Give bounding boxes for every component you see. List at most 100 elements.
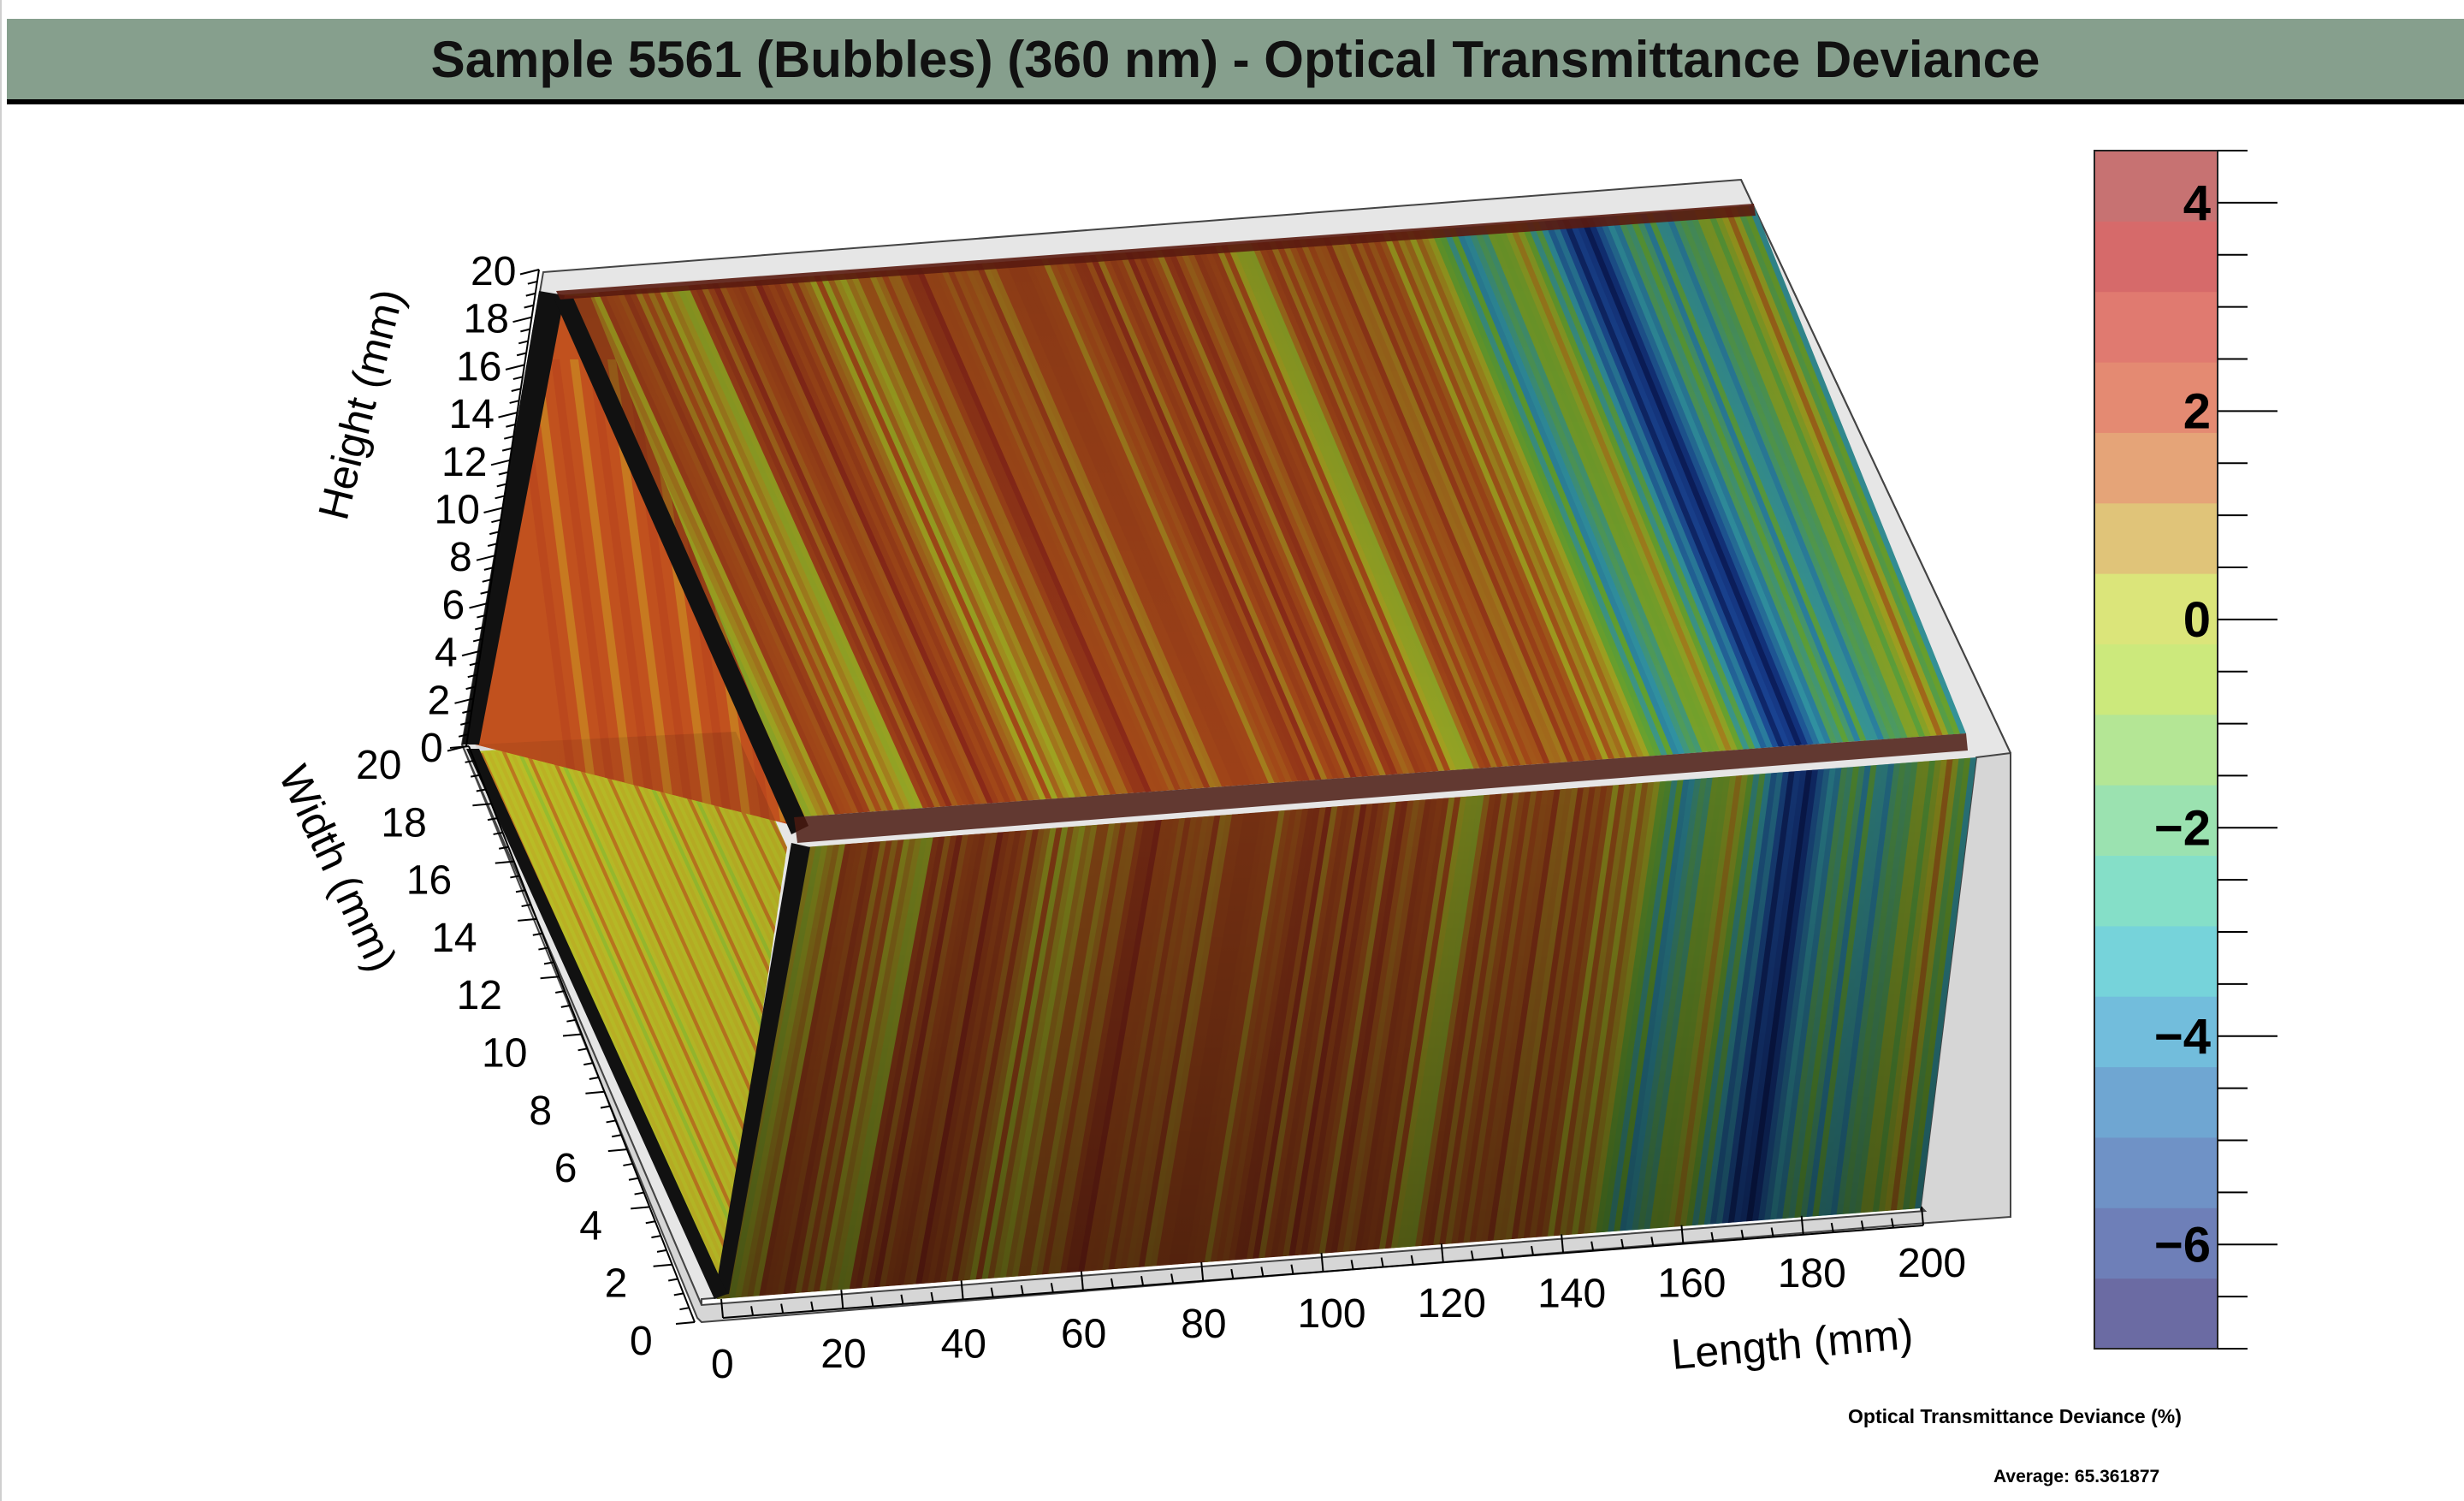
height-axis-tick bbox=[472, 638, 483, 643]
width-axis-tick bbox=[471, 774, 481, 778]
width-axis-tick bbox=[585, 1090, 605, 1095]
width-axis-tick bbox=[675, 1321, 696, 1325]
height-axis-tick bbox=[491, 519, 501, 524]
width-axis-tick bbox=[521, 904, 531, 908]
length-axis-tick bbox=[1470, 1250, 1474, 1261]
height-axis-label: Height (mm) bbox=[309, 284, 412, 524]
height-axis-tick bbox=[454, 697, 474, 704]
frame-edge bbox=[1740, 179, 2011, 754]
title-bar: Sample 5561 (Bubbles) (360 nm) - Optical… bbox=[7, 19, 2464, 104]
width-tick-label: 0 bbox=[630, 1319, 653, 1364]
width-axis-tick bbox=[645, 1220, 655, 1225]
length-axis-tick bbox=[1200, 1261, 1205, 1281]
length-tick-label: 80 bbox=[1181, 1302, 1226, 1347]
width-axis-tick bbox=[651, 1235, 661, 1239]
width-axis-tick bbox=[583, 1062, 594, 1066]
height-axis-tick bbox=[475, 626, 485, 631]
width-tick-label: 8 bbox=[529, 1089, 552, 1134]
height-axis-tick bbox=[504, 435, 514, 440]
length-axis-tick bbox=[1140, 1276, 1145, 1286]
chart-title: Sample 5561 (Bubbles) (360 nm) - Optical… bbox=[430, 30, 2040, 88]
height-axis-tick bbox=[477, 614, 487, 619]
height-axis-tick bbox=[461, 650, 482, 657]
length-axis-tick bbox=[1561, 1234, 1565, 1254]
height-tick-label: 8 bbox=[449, 535, 472, 580]
height-tick-label: 18 bbox=[464, 297, 509, 342]
length-tick-label: 120 bbox=[1418, 1281, 1486, 1326]
height-axis-tick bbox=[480, 590, 490, 595]
edge-back-left bbox=[462, 291, 565, 745]
height-tick-label: 12 bbox=[441, 440, 487, 485]
width-axis-tick bbox=[555, 990, 566, 994]
colorbar-band bbox=[2094, 996, 2218, 1068]
length-axis-tick bbox=[720, 1298, 724, 1319]
length-axis-tick bbox=[750, 1306, 755, 1316]
height-axis-tick bbox=[512, 376, 524, 381]
length-axis-tick bbox=[1770, 1227, 1774, 1237]
colorbar-tick-label: −4 bbox=[2154, 1009, 2211, 1065]
length-axis-tick bbox=[1500, 1248, 1504, 1258]
width-axis-tick bbox=[578, 1047, 588, 1052]
length-tick-label: 180 bbox=[1778, 1251, 1846, 1296]
length-axis-tick bbox=[1020, 1284, 1024, 1296]
height-axis-tick bbox=[498, 471, 509, 476]
width-axis-tick bbox=[607, 1148, 627, 1153]
width-tick-label: 2 bbox=[605, 1261, 628, 1307]
width-tick-label: 14 bbox=[431, 916, 477, 961]
surface-shading bbox=[475, 205, 1976, 1299]
length-axis-tick bbox=[930, 1291, 934, 1302]
length-axis-tick bbox=[1531, 1245, 1535, 1256]
width-axis-tick bbox=[634, 1191, 644, 1195]
surface-stripe bbox=[607, 359, 676, 822]
colorbar-band bbox=[2094, 855, 2218, 927]
colorbar-band bbox=[2094, 573, 2218, 644]
height-axis-tick bbox=[495, 495, 505, 500]
surface-stripe bbox=[589, 359, 657, 822]
length-axis-tick bbox=[810, 1301, 814, 1312]
width-tick-label: 20 bbox=[356, 743, 401, 788]
length-tick-label: 60 bbox=[1061, 1312, 1106, 1357]
length-axis-tick bbox=[1320, 1252, 1324, 1273]
length-axis-tick bbox=[1350, 1260, 1354, 1270]
height-axis-tick bbox=[506, 424, 516, 428]
width-axis-tick bbox=[623, 1162, 633, 1166]
width-tick-label: 12 bbox=[457, 973, 502, 1018]
edge-bottom-left bbox=[466, 749, 727, 1299]
length-axis-tick bbox=[1080, 1271, 1084, 1290]
height-axis-tick bbox=[518, 340, 529, 345]
height-axis-tick bbox=[501, 447, 512, 452]
length-axis-tick bbox=[780, 1303, 785, 1314]
height-tick-label: 10 bbox=[435, 488, 480, 533]
colorbar-band bbox=[2094, 221, 2218, 293]
length-axis-tick bbox=[1380, 1257, 1384, 1267]
length-tick-label: 100 bbox=[1298, 1291, 1366, 1337]
colorbar-band bbox=[2094, 432, 2218, 504]
height-axis-tick bbox=[496, 483, 506, 488]
colorbar-frame bbox=[2094, 150, 2218, 1350]
height-axis-tick bbox=[527, 280, 538, 285]
height-axis-tick bbox=[505, 364, 525, 371]
height-axis-tick bbox=[498, 412, 518, 418]
length-axis-tick bbox=[1890, 1218, 1894, 1228]
height-axis-tick bbox=[467, 673, 477, 679]
colorbar-band bbox=[2094, 291, 2218, 363]
length-tick-label: 160 bbox=[1657, 1261, 1726, 1307]
height-tick-label: 4 bbox=[435, 631, 458, 676]
length-axis-tick bbox=[1860, 1220, 1864, 1231]
height-tick-label: 14 bbox=[449, 392, 495, 437]
edge-top-rim bbox=[556, 204, 1756, 300]
height-axis-tick bbox=[520, 328, 530, 333]
edge-top-front bbox=[794, 733, 1968, 843]
width-axis-tick bbox=[538, 946, 548, 951]
length-axis-tick bbox=[1710, 1231, 1715, 1243]
surface-stripe bbox=[551, 359, 619, 822]
length-axis-tick bbox=[1110, 1278, 1114, 1289]
width-tick-label: 10 bbox=[482, 1031, 527, 1077]
width-tick-label: 16 bbox=[406, 858, 452, 904]
average-label: Average: 65.361877 bbox=[1993, 1467, 2160, 1486]
height-axis-tick bbox=[519, 269, 540, 276]
height-axis-tick bbox=[476, 555, 496, 561]
width-axis-tick bbox=[679, 1307, 690, 1311]
surface-stripe bbox=[570, 359, 638, 822]
